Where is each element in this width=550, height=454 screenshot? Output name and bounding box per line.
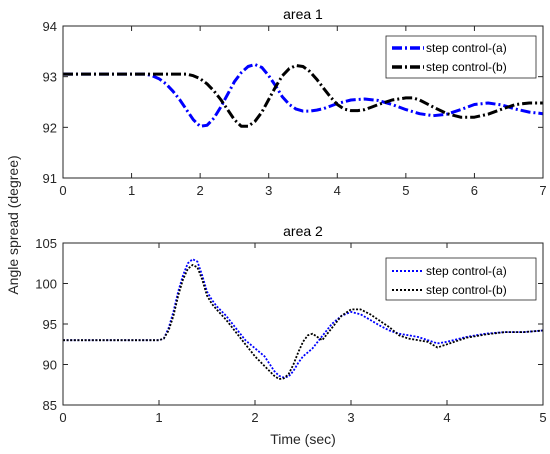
legend-area-1: step control-(a) step control-(b) bbox=[385, 35, 537, 79]
legend-label-area-2-series-b: step control-(b) bbox=[426, 283, 507, 297]
x-tick-label: 4 bbox=[443, 410, 450, 425]
legend-label-area-1-series-b: step control-(b) bbox=[426, 60, 507, 74]
y-tick-label: 95 bbox=[43, 317, 57, 332]
y-tick-label: 100 bbox=[35, 277, 57, 292]
y-tick-label: 91 bbox=[43, 171, 57, 186]
x-tick-label: 0 bbox=[59, 410, 66, 425]
x-tick-label: 5 bbox=[539, 410, 546, 425]
x-tick-label: 1 bbox=[155, 410, 162, 425]
chart-area-1: area 1 0 1 2 3 4 5 6 7 91 92 93 94 step control-(a)… bbox=[43, 6, 547, 198]
x-tick-label: 2 bbox=[197, 183, 204, 198]
legend-area-2: step control-(a) step control-(b) bbox=[385, 257, 537, 301]
legend-label-area-1-series-a: step control-(a) bbox=[426, 41, 507, 55]
legend-box-area-2 bbox=[385, 257, 537, 301]
x-tick-label: 4 bbox=[334, 183, 341, 198]
plot-area-2-frame bbox=[62, 242, 544, 406]
y-tick-label: 92 bbox=[43, 120, 57, 135]
x-tick-label: 1 bbox=[128, 183, 135, 198]
series-line-a bbox=[63, 63, 544, 128]
chart-title-area-1: area 1 bbox=[283, 6, 323, 22]
series-line-b bbox=[63, 64, 543, 128]
chart-area-2: area 2 0 1 2 3 4 5 85 90 95 100 105 step control-(… bbox=[35, 223, 546, 447]
shared-y-axis-label: Angle spread (degree) bbox=[5, 155, 21, 294]
y-tick-label: 94 bbox=[43, 19, 57, 34]
series-line-b bbox=[63, 263, 544, 381]
plot-area-1-frame bbox=[62, 25, 544, 179]
legend-label-area-2-series-a: step control-(a) bbox=[426, 264, 507, 278]
chart-title-area-2: area 2 bbox=[283, 223, 323, 239]
series-line-a bbox=[63, 258, 544, 379]
series-layer-area-2 bbox=[63, 258, 544, 381]
x-axis-label-area-2: Time (sec) bbox=[270, 431, 336, 447]
x-tick-label: 7 bbox=[539, 183, 546, 198]
series-layer-area-1 bbox=[63, 63, 544, 128]
x-tick-label: 0 bbox=[59, 183, 66, 198]
y-tick-label: 85 bbox=[43, 398, 57, 413]
y-tick-label: 93 bbox=[43, 70, 57, 85]
x-tick-label: 2 bbox=[251, 410, 258, 425]
x-tick-label: 3 bbox=[265, 183, 272, 198]
y-tick-label: 90 bbox=[43, 358, 57, 373]
legend-box-area-1 bbox=[385, 35, 537, 79]
x-tick-label: 5 bbox=[402, 183, 409, 198]
tick-layer-area-2: 0 1 2 3 4 5 85 90 95 100 105 bbox=[35, 236, 546, 425]
x-tick-label: 3 bbox=[347, 410, 354, 425]
y-tick-label: 105 bbox=[35, 236, 57, 251]
x-tick-label: 6 bbox=[471, 183, 478, 198]
